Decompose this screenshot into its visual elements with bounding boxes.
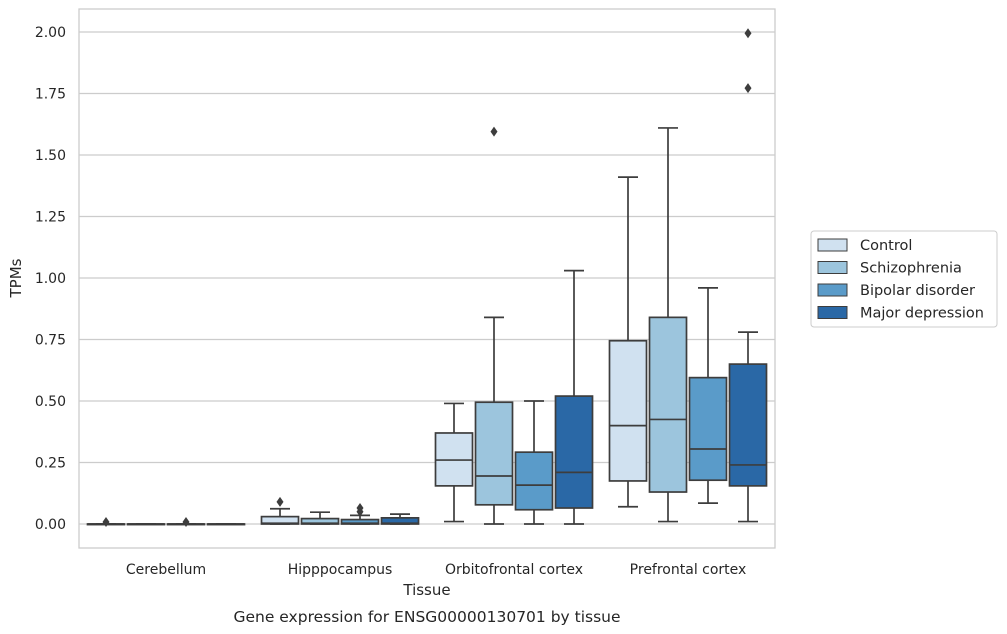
legend-swatch — [817, 238, 848, 252]
legend-frame — [810, 230, 998, 328]
box — [648, 316, 688, 493]
legend-swatch — [817, 283, 848, 297]
y-tick-label: 1.25 — [35, 210, 66, 226]
box — [728, 363, 768, 487]
y-tick-label: 1.75 — [35, 87, 66, 103]
figure-caption: Gene expression for ENSG00000130701 by t… — [233, 608, 620, 626]
y-tick-label: 1.50 — [35, 148, 66, 164]
y-tick-label: 0.00 — [35, 517, 66, 533]
outlier-point — [744, 83, 752, 94]
x-tick-labels: Cerebellum Hipppocampus Orbitofrontal cort… — [126, 562, 746, 578]
y-axis-label: TPMs — [7, 258, 25, 298]
legend-swatch — [817, 261, 848, 274]
outlier-point — [182, 517, 190, 528]
box-group — [648, 127, 688, 523]
legend-label: Bipolar disorder — [860, 283, 975, 299]
outlier-point — [744, 28, 752, 39]
box — [688, 376, 728, 482]
box-group — [380, 513, 420, 525]
legend-label: Control — [860, 238, 912, 254]
box-group — [434, 402, 474, 523]
box-group — [86, 517, 126, 528]
y-tick-label: 0.50 — [35, 394, 66, 410]
legend: Control Schizophrenia Bipolar disorder Majo… — [810, 230, 998, 328]
x-axis-label: Tissue — [402, 581, 450, 599]
y-tick-label: 0.25 — [35, 456, 66, 472]
outlier-point — [276, 496, 284, 507]
box — [554, 395, 594, 509]
boxes — [86, 28, 768, 528]
box-group — [126, 523, 166, 526]
box-group — [340, 503, 380, 525]
y-tick-label: 1.00 — [35, 271, 66, 287]
box-group — [554, 269, 594, 525]
outlier-point — [490, 126, 498, 137]
x-tick-label: Orbitofrontal cortex — [445, 562, 583, 578]
box-group — [608, 176, 648, 508]
box-group — [206, 523, 246, 526]
y-tick-labels: 0.00 0.25 0.50 0.75 1.00 1.25 1.50 1.75 2.00 — [35, 25, 66, 533]
outlier-point — [356, 503, 364, 514]
box — [608, 339, 648, 482]
legend-label: Schizophrenia — [860, 261, 962, 277]
box — [474, 401, 514, 506]
y-tick-label: 0.75 — [35, 333, 66, 349]
x-tick-label: Cerebellum — [126, 562, 206, 578]
x-tick-label: Hipppocampus — [288, 562, 393, 578]
plot-frame — [78, 8, 776, 549]
grid-lines — [79, 31, 775, 525]
box-group — [474, 126, 514, 525]
x-tick-label: Prefrontal cortex — [630, 562, 747, 578]
y-tick-label: 2.00 — [35, 25, 66, 41]
box-group — [514, 400, 554, 525]
legend-swatch — [817, 306, 848, 319]
box-group — [260, 496, 300, 525]
box — [514, 451, 554, 511]
outlier-point — [102, 517, 110, 528]
legend-label: Major depression — [860, 306, 984, 322]
box-group — [300, 511, 340, 525]
box-group — [166, 517, 206, 528]
box-group — [688, 286, 728, 504]
box-group — [728, 28, 768, 523]
